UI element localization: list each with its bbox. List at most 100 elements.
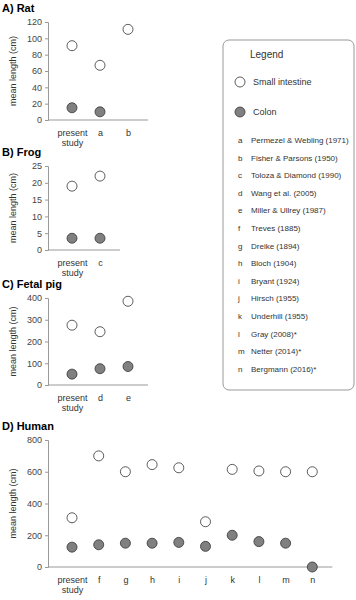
- reference-label: Fisher & Parsons (1950): [251, 154, 338, 163]
- point: [123, 296, 133, 306]
- y-axis-line: [45, 441, 49, 568]
- y-tick-label: 40: [32, 83, 42, 93]
- point: [254, 537, 264, 547]
- panel-title: D) Human: [2, 420, 54, 432]
- x-tick-label: presentstudy: [57, 575, 88, 595]
- x-tick-label: c: [98, 258, 103, 268]
- point: [94, 451, 104, 461]
- x-tick-label: presentstudy: [57, 128, 88, 148]
- x-tick: b: [126, 120, 131, 138]
- reference-key: a: [238, 136, 243, 145]
- point: [120, 538, 130, 548]
- panel: B) Frogmean length (cm)0510152025present…: [2, 146, 120, 278]
- x-tick-label: b: [126, 128, 131, 138]
- y-tick: 200: [27, 337, 48, 347]
- reference-key: c: [238, 171, 242, 180]
- point: [95, 364, 105, 374]
- point: [123, 362, 133, 372]
- reference-label: Underhill (1955): [251, 312, 308, 321]
- y-tick: 20: [32, 99, 48, 109]
- point: [201, 517, 211, 527]
- point: [227, 530, 237, 540]
- plot-area: [67, 171, 105, 243]
- y-tick: 80: [32, 50, 48, 60]
- y-tick: 10: [32, 212, 48, 222]
- x-axis-line: [48, 120, 148, 121]
- y-tick-label: 0: [37, 380, 42, 390]
- y-tick: 20: [32, 178, 48, 188]
- reference-label: Bloch (1904): [251, 259, 297, 268]
- legend-title: Legend: [250, 49, 283, 60]
- point: [254, 466, 264, 476]
- y-tick-mark: [45, 38, 48, 39]
- reference-key: f: [238, 224, 241, 233]
- reference-key: h: [238, 259, 242, 268]
- legend-marker: [235, 77, 245, 87]
- point: [95, 171, 105, 181]
- y-tick-mark: [45, 216, 48, 217]
- y-tick-label: 400: [27, 293, 42, 303]
- reference-label: Wang et al. (2005): [251, 189, 317, 198]
- y-axis: 0 200 400 600 800: [27, 435, 49, 572]
- x-axis: presentstudyab: [48, 120, 148, 148]
- point: [123, 24, 133, 34]
- reference-label: Toloza & Diamond (1990): [251, 171, 342, 180]
- panel-title: A) Rat: [2, 2, 35, 14]
- y-tick-label: 400: [27, 499, 42, 509]
- x-tick: presentstudy: [57, 250, 88, 278]
- y-tick-mark: [45, 535, 48, 536]
- point: [67, 320, 77, 330]
- y-tick-label: 0: [37, 562, 42, 572]
- reference-key: l: [238, 330, 240, 339]
- y-axis-title: mean length (cm): [8, 306, 18, 376]
- x-axis-line: [48, 385, 148, 386]
- y-tick-mark: [45, 342, 48, 343]
- reference-key: k: [238, 312, 243, 321]
- y-tick-mark: [45, 87, 48, 88]
- y-tick: 40: [32, 83, 48, 93]
- y-tick-label: 200: [27, 531, 42, 541]
- x-tick-label: i: [178, 575, 180, 585]
- point: [95, 107, 105, 117]
- reference-label: Bergmann (2016)*: [251, 365, 316, 374]
- panel: C) Fetal pigmean length (cm)010020030040…: [2, 278, 148, 413]
- reference-key: d: [238, 189, 242, 198]
- point: [174, 463, 184, 473]
- x-tick: m: [282, 567, 290, 585]
- x-axis: presentstudy c: [48, 250, 120, 278]
- y-tick-mark: [45, 320, 48, 321]
- y-tick-mark: [45, 120, 48, 121]
- legend-frame: [223, 40, 354, 390]
- y-tick-label: 20: [32, 99, 42, 109]
- point: [95, 233, 105, 243]
- y-axis-line: [45, 299, 49, 386]
- plot-area: [67, 451, 317, 572]
- y-tick-mark: [45, 200, 48, 201]
- y-tick: 800: [27, 435, 48, 445]
- reference-label: Treves (1885): [251, 224, 301, 233]
- y-tick-mark: [45, 298, 48, 299]
- point: [67, 41, 77, 51]
- y-tick-label: 15: [32, 195, 42, 205]
- y-axis-title: mean length (cm): [8, 36, 18, 106]
- y-tick-mark: [45, 71, 48, 72]
- panel-title: C) Fetal pig: [2, 278, 62, 290]
- x-axis-line: [48, 567, 332, 568]
- point: [67, 513, 77, 523]
- y-axis-title: mean length (cm): [8, 173, 18, 243]
- point: [67, 103, 77, 113]
- y-tick-mark: [45, 472, 48, 473]
- reference-label: Dreike (1894): [251, 242, 300, 251]
- y-tick-label: 0: [37, 245, 42, 255]
- y-tick-label: 600: [27, 467, 42, 477]
- y-tick-label: 0: [37, 115, 42, 125]
- panel: A) Ratmean length (cm)020406080100120pre…: [2, 2, 148, 148]
- point: [147, 538, 157, 548]
- reference-key: i: [238, 277, 240, 286]
- y-tick-label: 100: [27, 359, 42, 369]
- x-tick: k: [230, 567, 235, 585]
- y-tick: 400: [27, 499, 48, 509]
- x-tick-label: e: [126, 393, 131, 403]
- x-tick-label: l: [258, 575, 260, 585]
- y-tick: 0: [37, 380, 48, 390]
